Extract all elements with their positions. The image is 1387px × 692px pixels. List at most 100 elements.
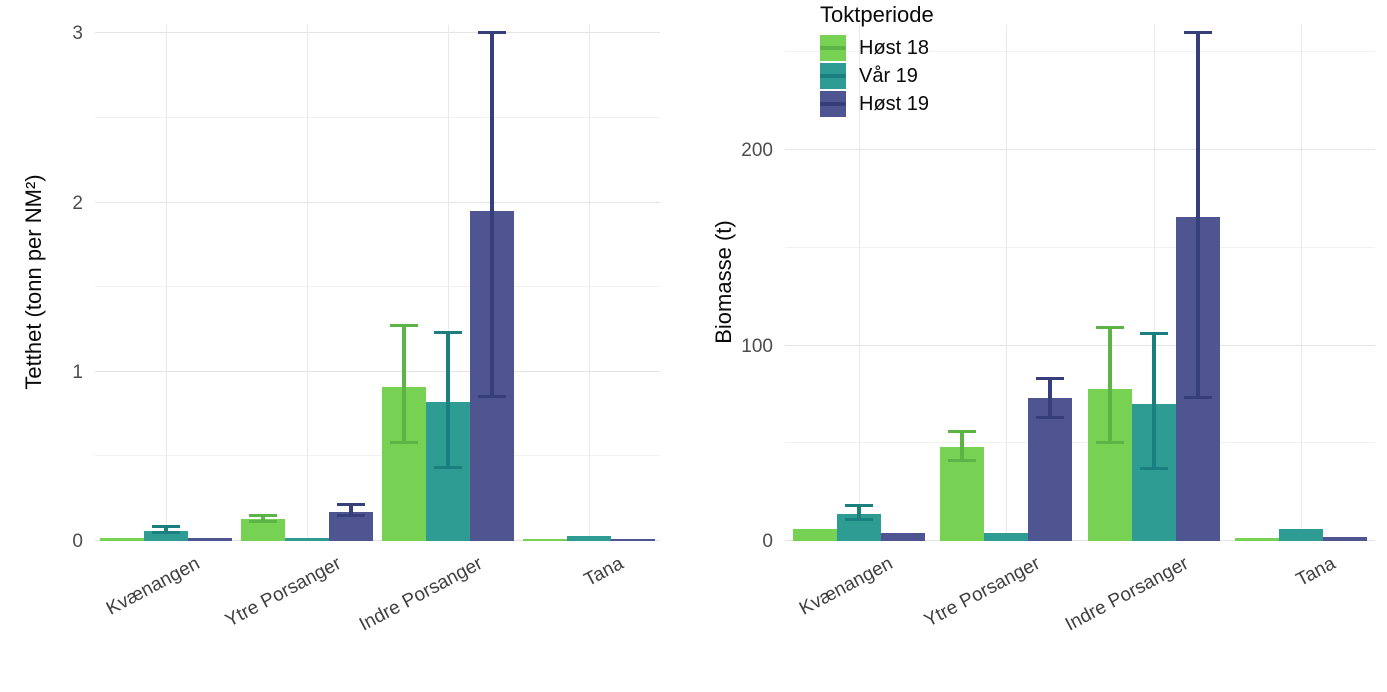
y-tick-label: 1 xyxy=(72,361,83,383)
x-tick-label-indre-porsanger: Indre Porsanger xyxy=(1061,553,1192,636)
x-tick-label-indre-porsanger: Indre Porsanger xyxy=(355,553,486,636)
x-tick-label-kvænangen: Kvænangen xyxy=(796,553,897,620)
legend-key-errorbar-line xyxy=(820,102,846,106)
bar-høst-19-tana xyxy=(1323,537,1368,541)
bar-høst-19-ytre-porsanger xyxy=(1028,398,1073,541)
gridline-minor xyxy=(785,51,1375,53)
errorbar-stem-høst-19-indre-porsanger xyxy=(490,33,495,398)
y-tick-label: 2 xyxy=(72,192,83,214)
gridline-major xyxy=(785,149,1375,151)
errorbar-cap-upper xyxy=(248,513,277,517)
gridline-vertical xyxy=(448,25,450,541)
bar-høst-19-ytre-porsanger xyxy=(328,512,373,541)
bar-vår-19-tana xyxy=(1279,529,1324,541)
bar-høst-19-kvænangen xyxy=(880,533,925,541)
legend-key-swatch xyxy=(820,35,846,61)
y-axis-title: Biomasse (t) xyxy=(711,220,736,344)
biomasse-panel: Biomasse (t) Kvænangen Ytre Porsanger Indre… xyxy=(690,0,1387,692)
errorbar-cap-lower xyxy=(1095,441,1124,445)
gridline-minor xyxy=(95,286,660,288)
legend-key-errorbar-line xyxy=(820,74,846,78)
bar-høst-19-tana xyxy=(611,539,656,541)
gridline-vertical xyxy=(1153,25,1155,541)
errorbar-cap-upper xyxy=(844,503,873,507)
legend-label: Høst 19 xyxy=(859,93,930,115)
errorbar-cap-upper xyxy=(1139,331,1168,335)
errorbar-cap-lower xyxy=(1183,396,1212,400)
bar-group-kvænangen xyxy=(99,25,232,541)
x-tick-label-kvænangen: Kvænangen xyxy=(103,553,204,620)
y-tick-label: 3 xyxy=(72,23,83,45)
bar-vår-19-kvænangen xyxy=(143,530,188,541)
gridline-minor xyxy=(95,117,660,119)
errorbar-cap-upper xyxy=(1183,30,1212,34)
bar-group-indre-porsanger xyxy=(1087,25,1220,541)
legend-key-swatch xyxy=(820,91,846,117)
errorbar-stem-høst-18-indre-porsanger xyxy=(1107,327,1112,444)
bar-høst-18-tana xyxy=(523,539,568,541)
gridline-major xyxy=(95,201,660,203)
bar-group-kvænangen xyxy=(792,25,925,541)
gridline-vertical xyxy=(306,25,308,541)
gridline-major xyxy=(95,540,660,541)
x-tick-label-tana: Tana xyxy=(580,553,628,591)
gridline-vertical xyxy=(1006,25,1008,541)
legend-item-høst-19: Høst 19 xyxy=(820,90,934,118)
bar-høst-18-kvænangen xyxy=(99,537,144,541)
bar-group-indre-porsanger xyxy=(382,25,515,541)
legend-label: Høst 18 xyxy=(859,37,930,59)
gridline-vertical xyxy=(858,25,860,541)
errorbar-cap-upper xyxy=(478,31,507,35)
gridline-major xyxy=(785,540,1375,541)
gridline-major xyxy=(95,370,660,372)
x-tick-label-ytre-porsanger: Ytre Porsanger xyxy=(921,553,1045,632)
errorbar-cap-lower xyxy=(248,520,277,524)
legend-key-swatch xyxy=(820,63,846,89)
errorbar-cap-upper xyxy=(390,324,419,328)
legend-key-errorbar-line xyxy=(820,46,846,50)
y-tick-label: 0 xyxy=(762,531,773,552)
errorbar-cap-upper xyxy=(1036,376,1065,380)
y-tick-label: 200 xyxy=(741,140,773,162)
errorbar-cap-upper xyxy=(151,525,180,529)
errorbar-cap-lower xyxy=(336,513,365,517)
gridline-vertical xyxy=(589,25,591,541)
errorbar-cap-lower xyxy=(1036,415,1065,419)
legend-item-høst-18: Høst 18 xyxy=(820,34,934,62)
gridline-major xyxy=(785,344,1375,346)
errorbar-stem-høst-19-ytre-porsanger xyxy=(1048,378,1053,418)
plot-area: Kvænangen Ytre Porsanger Indre Porsanger Ta… xyxy=(785,25,1375,636)
bar-group-ytre-porsanger xyxy=(240,25,373,541)
y-tick-label: 0 xyxy=(72,531,83,552)
bar-høst-18-ytre-porsanger xyxy=(940,447,985,541)
errorbar-stem-høst-19-indre-porsanger xyxy=(1195,32,1200,399)
gridline-major xyxy=(95,32,660,34)
gridline-vertical xyxy=(165,25,167,541)
errorbar-cap-lower xyxy=(434,466,463,470)
gridline-minor xyxy=(785,246,1375,248)
errorbar-cap-lower xyxy=(478,395,507,399)
errorbar-cap-upper xyxy=(336,503,365,507)
legend: Toktperiode Høst 18 Vår 19 Høst 19 xyxy=(820,2,934,118)
tetthet-panel: Tetthet (tonn per NM²) Kvænangen Ytre Pors… xyxy=(0,0,690,692)
gridline-vertical xyxy=(1301,25,1303,541)
errorbar-stem-høst-18-ytre-porsanger xyxy=(260,515,265,523)
errorbar-stem-vår-19-kvænangen xyxy=(163,527,168,533)
errorbar-cap-lower xyxy=(948,458,977,462)
gridline-minor xyxy=(95,455,660,457)
bar-høst-18-kvænangen xyxy=(792,529,837,541)
errorbar-cap-lower xyxy=(390,440,419,444)
x-tick-label-tana: Tana xyxy=(1292,553,1340,591)
bar-group-ytre-porsanger xyxy=(940,25,1073,541)
legend-items: Høst 18 Vår 19 Høst 19 xyxy=(820,34,934,118)
plot-area: Kvænangen Ytre Porsanger Indre Porsanger Ta… xyxy=(95,25,660,636)
errorbar-cap-upper xyxy=(434,330,463,334)
bar-høst-18-ytre-porsanger xyxy=(240,519,285,541)
errorbar-cap-upper xyxy=(1095,325,1124,329)
errorbar-cap-lower xyxy=(844,517,873,521)
errorbar-stem-høst-18-ytre-porsanger xyxy=(960,431,965,461)
errorbar-stem-vår-19-indre-porsanger xyxy=(1151,333,1156,469)
bar-vår-19-tana xyxy=(567,535,612,541)
bar-høst-19-kvænangen xyxy=(187,538,232,541)
